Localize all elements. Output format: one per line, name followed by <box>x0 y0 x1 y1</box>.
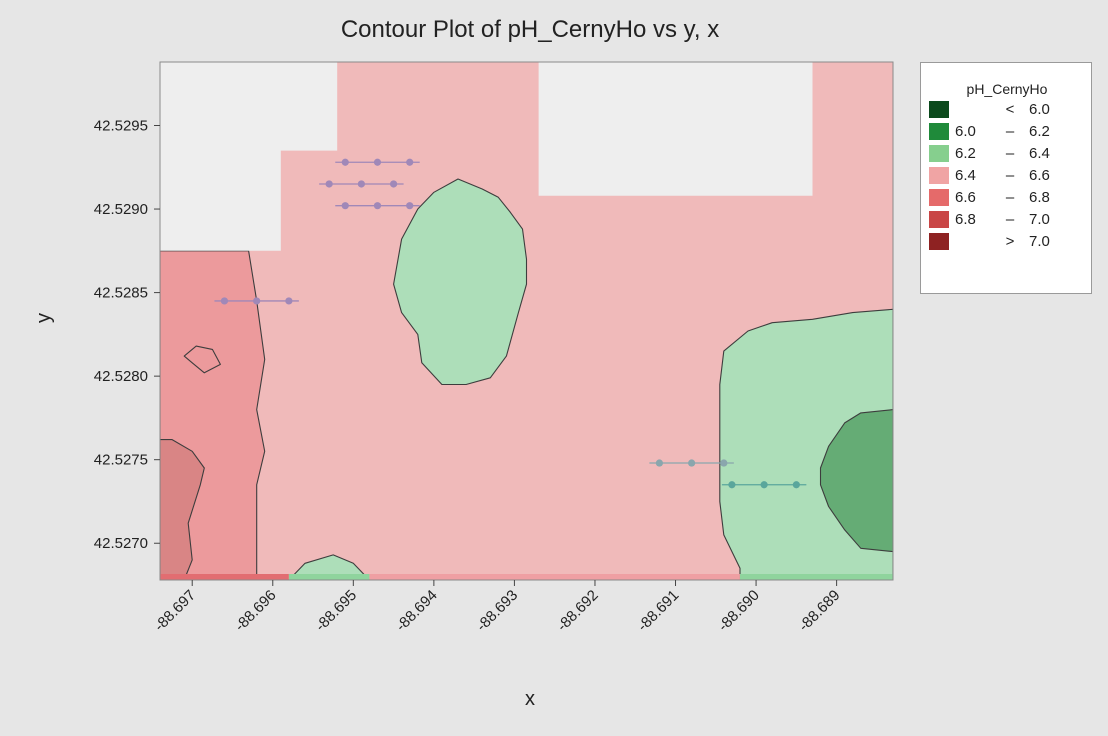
sample-point <box>655 459 664 467</box>
plot-frame <box>159 61 894 581</box>
sample-point <box>373 202 382 210</box>
legend-range-symbol: < <box>1005 101 1015 118</box>
x-tick-label: -88.694 <box>393 587 441 635</box>
x-tick-label: -88.690 <box>715 587 763 635</box>
sample-point <box>373 158 382 166</box>
x-tick-label: -88.691 <box>634 587 682 635</box>
legend-range-low: 6.2 <box>955 145 976 162</box>
legend-swatch <box>929 167 949 184</box>
x-tick-label: -88.697 <box>151 587 199 635</box>
sample-point <box>792 481 800 489</box>
bottom-band-segment <box>369 574 740 580</box>
legend-entry: >7.0 <box>929 231 1089 253</box>
bottom-band-segment <box>160 574 289 580</box>
y-tick-label: 42.5295 <box>94 117 148 134</box>
x-axis-label: x <box>525 688 535 710</box>
legend-entry: 6.6 –6.8 <box>929 187 1089 209</box>
contour-region <box>819 409 893 553</box>
sample-point <box>341 158 349 166</box>
legend-entry: <6.0 <box>929 99 1089 121</box>
missing-data-region <box>160 62 338 251</box>
legend-range-high: 6.8 <box>1029 189 1050 206</box>
bottom-band-segment <box>288 574 370 580</box>
legend-range-symbol: – <box>1005 211 1015 228</box>
sample-point <box>760 481 768 489</box>
sample-point <box>720 459 728 467</box>
sample-point <box>220 297 229 305</box>
legend-range-symbol: > <box>1005 233 1015 250</box>
sample-point <box>341 202 349 210</box>
y-axis-label: y <box>33 313 55 323</box>
y-tick-label: 42.5285 <box>94 285 148 302</box>
contour-region <box>288 554 370 580</box>
legend-range-low: 6.8 <box>955 211 976 228</box>
plot-area <box>159 61 894 581</box>
sample-point <box>253 297 261 305</box>
sample-point <box>285 297 293 305</box>
legend-swatch <box>929 233 949 250</box>
legend-range-low: 6.4 <box>955 167 976 184</box>
legend-swatch <box>929 211 949 228</box>
contour-region <box>160 439 205 580</box>
sample-point <box>688 459 696 467</box>
legend-title: pH_CernyHo <box>966 81 1048 97</box>
x-tick-label: -88.692 <box>554 587 602 635</box>
legend: pH_CernyHo <6.0 6.0–6.2 6.2–6.4 6.4–6.6 6.6–… <box>920 62 1092 294</box>
y-tick-label: 42.5290 <box>94 201 148 218</box>
legend-range-high: 6.4 <box>1029 145 1050 162</box>
legend-range-high: 6.0 <box>1029 101 1050 118</box>
contour-region <box>393 178 528 386</box>
chart-title: Contour Plot of pH_CernyHo vs y, x <box>341 16 719 43</box>
sample-point <box>406 202 414 210</box>
legend-range-symbol: – <box>1005 167 1015 184</box>
sample-point <box>389 180 398 188</box>
x-tick-label: -88.689 <box>795 587 843 635</box>
y-tick-label: 42.5280 <box>94 368 148 385</box>
legend-range-low: 6.0 <box>955 123 976 140</box>
legend-entry: 6.8 –7.0 <box>929 209 1089 231</box>
sample-point <box>325 180 333 188</box>
legend-entry: 6.2 –6.4 <box>929 143 1089 165</box>
legend-range-symbol: – <box>1005 123 1015 140</box>
sample-point <box>357 180 365 188</box>
legend-range-low: 6.6 <box>955 189 976 206</box>
legend-entry: 6.4 –6.6 <box>929 165 1089 187</box>
bottom-band-segment <box>739 574 893 580</box>
sample-point <box>406 158 414 166</box>
legend-range-high: 7.0 <box>1029 211 1050 228</box>
x-tick-label: -88.695 <box>312 587 360 635</box>
legend-swatch <box>929 101 949 118</box>
legend-range-symbol: – <box>1005 145 1015 162</box>
y-tick-label: 42.5270 <box>94 535 148 552</box>
legend-range-symbol: – <box>1005 189 1015 206</box>
x-tick-label: -88.696 <box>232 587 280 635</box>
contour-layer <box>160 62 893 580</box>
legend-range-high: 7.0 <box>1029 233 1050 250</box>
legend-entry: 6.0 –6.2 <box>929 121 1089 143</box>
x-tick-label: -88.693 <box>473 587 521 635</box>
legend-swatch <box>929 189 949 206</box>
legend-swatch <box>929 145 949 162</box>
missing-data-region <box>538 62 813 196</box>
legend-range-high: 6.2 <box>1029 123 1050 140</box>
sample-point <box>728 481 736 489</box>
legend-swatch <box>929 123 949 140</box>
contour-region <box>183 345 221 374</box>
y-tick-label: 42.5275 <box>94 452 148 469</box>
legend-range-high: 6.6 <box>1029 167 1050 184</box>
